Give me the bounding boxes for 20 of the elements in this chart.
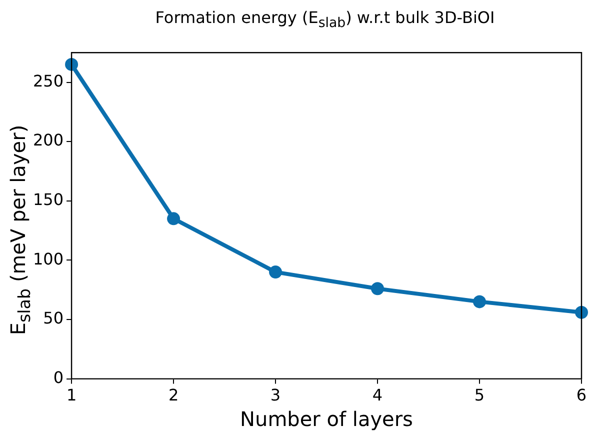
point xyxy=(371,282,384,296)
x-tick-label: 3 xyxy=(270,386,281,405)
y-tick-label: 150 xyxy=(32,190,64,210)
point xyxy=(473,295,486,308)
x-tick-label: 4 xyxy=(372,386,383,405)
x-tick-label: 2 xyxy=(168,386,179,405)
y-tick-label: 250 xyxy=(32,71,64,90)
y-tick-label: 100 xyxy=(32,249,64,268)
y-tick-label: 200 xyxy=(32,130,64,150)
point xyxy=(269,266,282,279)
y-tick-label: 0 xyxy=(53,368,64,387)
point xyxy=(65,58,78,71)
y-tick-label: 50 xyxy=(43,308,64,328)
x-tick-label: 6 xyxy=(576,386,587,405)
x-axis-title: Number of layers xyxy=(240,407,413,432)
x-tick-label: 5 xyxy=(474,386,485,405)
chart-title: Formation energy (E$_{slab}$) w.r.t bulk 3D-BiOI xyxy=(154,8,496,32)
x-tick-label: 1 xyxy=(66,386,77,405)
point xyxy=(575,306,588,319)
point xyxy=(167,212,180,226)
